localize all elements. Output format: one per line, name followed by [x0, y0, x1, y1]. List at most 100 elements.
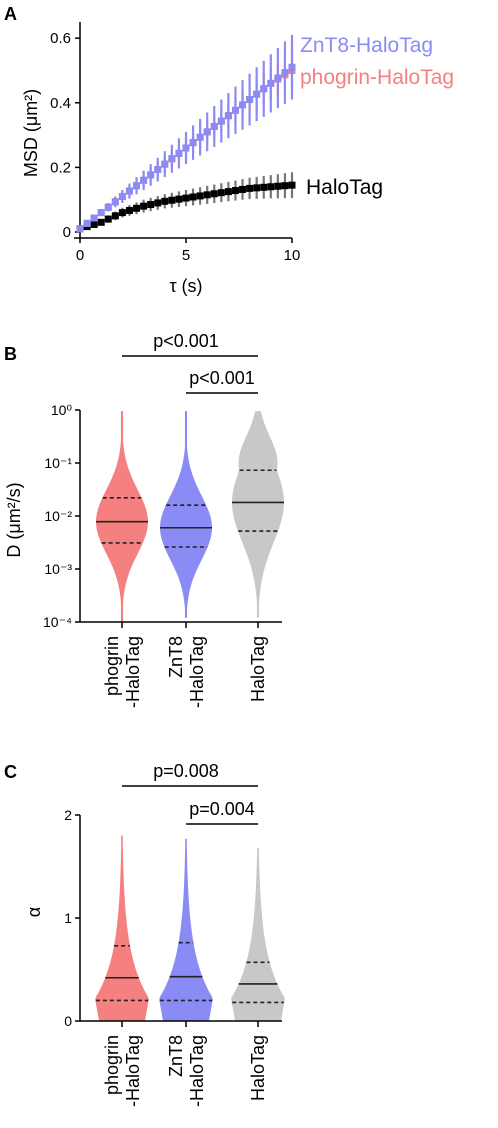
a-data-point: [288, 181, 296, 189]
c-violin: [159, 838, 213, 1021]
panel-letter-a: A: [4, 4, 17, 24]
a-data-point: [253, 184, 261, 192]
a-data-point: [104, 203, 112, 211]
a-data-point: [224, 188, 232, 196]
a-data-point: [246, 184, 254, 192]
a-data-point: [104, 215, 112, 223]
a-data-point: [90, 214, 98, 222]
panel-c-alpha-violin: p=0.008 p=0.004 0 1 2 phogrin-HaloTag ZnT8-Ha…: [24, 761, 285, 1107]
c-axes: 0 1 2 phogrin-HaloTag ZnT8-HaloTag HaloTag: [64, 807, 282, 1107]
a-x-tick-label: 10: [284, 247, 301, 264]
a-legend-phogrin: phogrin-HaloTag: [300, 66, 454, 89]
a-data-point: [231, 187, 239, 195]
a-x-tick-label: 5: [182, 247, 190, 264]
a-data-point: [133, 204, 141, 212]
a-x-tick-label: 0: [76, 247, 84, 264]
panel-a-msd-chart: 0 0.2 0.4 0.6 0 5 10 MSD (μm²) τ (s) ZnT8-Halo…: [21, 22, 454, 296]
a-legend-halotag: HaloTag: [306, 176, 383, 199]
panel-b-diffusion-violin: p<0.001 p<0.001 10⁰ 10⁻¹ 10⁻² 10⁻³ 10⁻⁴ phogri…: [4, 331, 284, 708]
a-x-axis-label: τ (s): [169, 276, 202, 296]
a-series: [76, 34, 296, 233]
a-data-point: [203, 191, 211, 199]
a-data-point: [203, 128, 211, 136]
b-y-tick-label: 10⁻³: [44, 561, 72, 577]
a-axes: 0 0.2 0.4 0.6 0 5 10: [50, 22, 300, 264]
a-data-point: [76, 225, 84, 233]
a-data-point: [154, 199, 162, 207]
a-data-point: [133, 182, 141, 190]
a-data-point: [168, 155, 176, 163]
a-data-point: [196, 192, 204, 200]
a-legend-znt8: ZnT8-HaloTag: [300, 34, 433, 57]
a-data-point: [246, 96, 254, 104]
a-y-tick-label: 0.2: [50, 159, 71, 176]
c-sig-label: p=0.004: [189, 799, 255, 819]
b-sig-label: p<0.001: [189, 368, 255, 388]
a-data-point: [118, 209, 126, 217]
a-data-point: [175, 195, 183, 203]
c-significance: p=0.008 p=0.004: [122, 761, 258, 825]
b-axes: 10⁰ 10⁻¹ 10⁻² 10⁻³ 10⁻⁴ phogrin-HaloTag ZnT8-H…: [43, 402, 282, 708]
a-data-point: [161, 160, 169, 168]
a-data-point: [267, 183, 275, 191]
b-violin: [160, 411, 212, 618]
b-y-axis-label: D (μm²/s): [4, 482, 24, 557]
panel-letter-b: B: [4, 344, 17, 364]
b-y-tick-label: 10⁻¹: [44, 455, 72, 471]
a-data-point: [140, 176, 148, 184]
c-category-label: ZnT8-HaloTag: [166, 1035, 207, 1107]
a-data-point: [224, 112, 232, 120]
a-data-point: [168, 196, 176, 204]
a-y-tick-label: 0.6: [50, 30, 71, 47]
a-data-point: [90, 220, 98, 228]
a-data-point: [189, 193, 197, 201]
a-data-point: [274, 74, 282, 82]
a-data-point: [83, 219, 91, 227]
a-series-znt8-halotag: [76, 34, 296, 233]
a-y-tick-label: 0.4: [50, 95, 71, 112]
a-data-point: [281, 69, 289, 77]
a-data-point: [154, 166, 162, 174]
a-data-point: [111, 198, 119, 206]
a-y-tick-label: 0: [63, 224, 71, 241]
a-data-point: [196, 133, 204, 141]
a-data-point: [288, 63, 296, 71]
a-series-halotag: [76, 172, 296, 233]
c-y-tick-label: 0: [64, 1013, 72, 1029]
b-y-tick-label: 10⁻⁴: [43, 614, 72, 630]
a-data-point: [274, 182, 282, 190]
b-sig-label: p<0.001: [153, 331, 219, 351]
b-y-tick-label: 10⁻²: [44, 508, 72, 524]
a-data-point: [267, 79, 275, 87]
a-data-point: [217, 189, 225, 197]
a-data-point: [210, 190, 218, 198]
c-violins: [95, 835, 285, 1021]
c-y-tick-label: 1: [64, 910, 72, 926]
a-data-point: [118, 192, 126, 200]
a-data-point: [260, 85, 268, 93]
b-category-label: phogrin-HaloTag: [102, 636, 143, 708]
a-data-point: [97, 209, 105, 217]
a-data-point: [260, 183, 268, 191]
a-data-point: [182, 144, 190, 152]
a-data-point: [253, 90, 261, 98]
b-violin: [96, 411, 148, 622]
c-sig-label: p=0.008: [153, 761, 219, 781]
b-category-label: HaloTag: [248, 636, 268, 702]
a-data-point: [189, 139, 197, 147]
a-data-point: [182, 194, 190, 202]
b-y-tick-label: 10⁰: [51, 402, 73, 418]
c-violin: [231, 847, 285, 1021]
b-violins: [96, 411, 284, 622]
b-significance: p<0.001 p<0.001: [122, 331, 258, 394]
a-data-point: [125, 206, 133, 214]
a-data-point: [147, 171, 155, 179]
c-category-label: phogrin-HaloTag: [102, 1035, 143, 1107]
a-data-point: [125, 187, 133, 195]
c-y-tick-label: 2: [64, 807, 72, 823]
a-data-point: [111, 212, 119, 220]
a-y-axis-label: MSD (μm²): [21, 89, 41, 177]
a-data-point: [147, 201, 155, 209]
a-data-point: [161, 197, 169, 205]
